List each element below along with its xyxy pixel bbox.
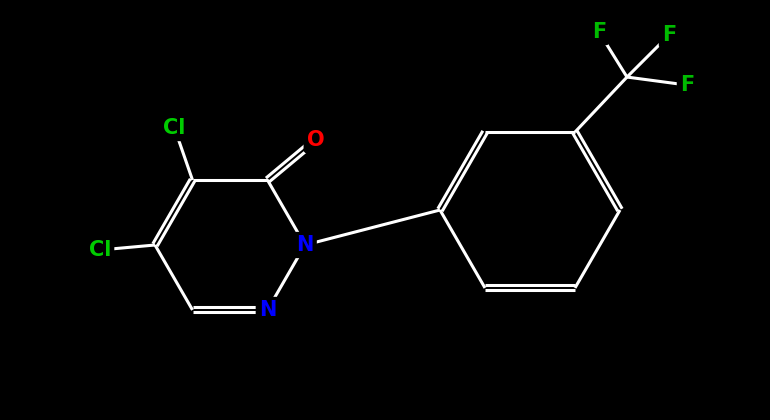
Text: Cl: Cl [89, 240, 111, 260]
Text: Cl: Cl [163, 118, 186, 138]
Text: F: F [592, 22, 606, 42]
Text: N: N [296, 235, 313, 255]
Text: N: N [259, 300, 276, 320]
Text: O: O [306, 130, 324, 150]
Text: F: F [662, 25, 676, 45]
Text: F: F [680, 75, 694, 95]
